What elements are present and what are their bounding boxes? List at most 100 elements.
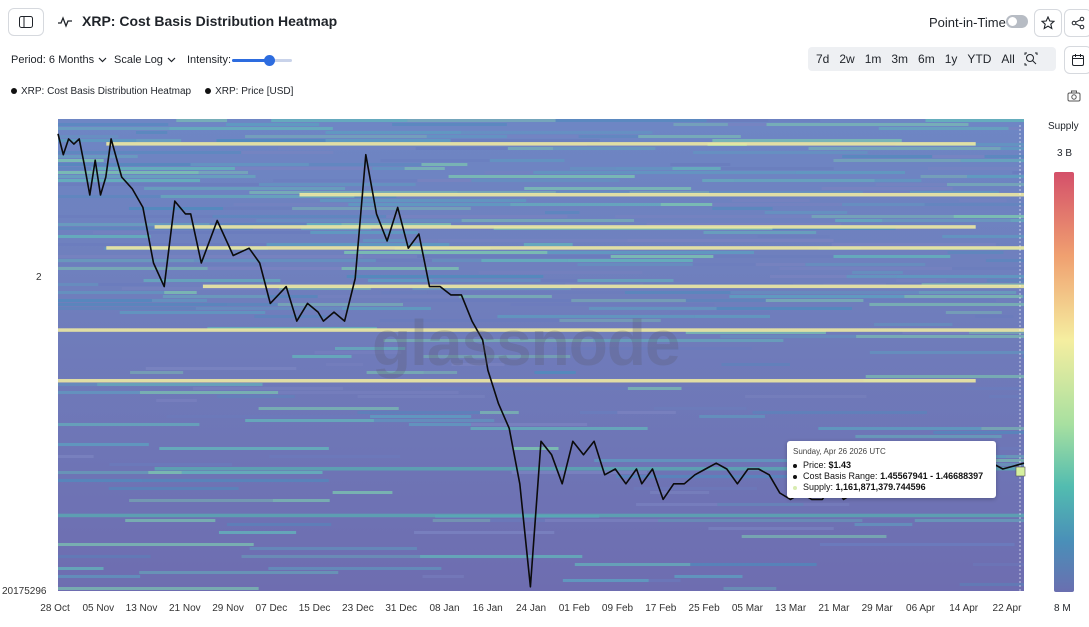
intensity-label: Intensity: (187, 54, 232, 66)
heatmap-cell (412, 287, 571, 290)
scale-select[interactable]: Scale Log (114, 54, 176, 66)
heatmap-cell (577, 263, 693, 266)
heatmap-cell (769, 275, 847, 278)
zoom-reset-icon[interactable] (1024, 52, 1038, 66)
heatmap-cell (233, 203, 349, 206)
tooltip-price-row: Price: $1.43 (793, 460, 851, 470)
heatmap-cell (615, 167, 673, 170)
point-in-time-toggle[interactable] (1006, 15, 1028, 28)
heatmap-cell (325, 131, 462, 134)
heatmap-cell (426, 135, 508, 138)
calendar-button[interactable] (1064, 46, 1089, 74)
heatmap-cell (58, 263, 266, 266)
heatmap-cell (567, 259, 693, 262)
heatmap-cell (58, 267, 208, 270)
heatmap-cell (58, 135, 119, 138)
heatmap-cell (975, 315, 1014, 318)
heatmap-cell (375, 259, 432, 262)
heatmap-cell (578, 135, 639, 138)
range-1m[interactable]: 1m (864, 52, 882, 66)
screenshot-button[interactable] (1062, 84, 1086, 108)
heatmap-cell (226, 303, 278, 306)
range-1y[interactable]: 1y (944, 52, 958, 66)
heatmap-cell (431, 259, 482, 262)
heatmap-cell (166, 415, 371, 418)
heatmap-cell (58, 179, 201, 182)
heatmap-cell (703, 231, 817, 234)
heatmap-cell (269, 455, 401, 458)
heatmap-cell (97, 383, 263, 386)
sidebar-toggle-button[interactable] (8, 8, 44, 36)
heatmap-cell (58, 155, 138, 158)
range-ytd[interactable]: YTD (967, 52, 992, 66)
x-tick-label: 21 Nov (168, 603, 201, 614)
heatmap-cell (981, 427, 1024, 430)
heatmap-cell (730, 291, 919, 294)
share-button[interactable] (1064, 9, 1089, 37)
heatmap-cell (670, 311, 770, 314)
heatmap-cell (58, 235, 151, 238)
heatmap-cell (209, 223, 307, 226)
heatmap-cell (945, 311, 1002, 314)
heatmap-cell (986, 279, 1024, 282)
heatmap-cell (593, 339, 784, 342)
heatmap-cell (420, 555, 583, 558)
x-tick-label: 21 Mar (818, 603, 850, 614)
heatmap-cell (510, 303, 715, 306)
heatmap-cell (58, 151, 242, 154)
range-all[interactable]: All (1001, 52, 1015, 66)
heatmap-cell (818, 427, 982, 430)
heatmap-cell (404, 167, 445, 170)
heatmap-cell (709, 191, 863, 194)
heatmap-cell (421, 163, 468, 166)
intensity-slider-handle[interactable] (264, 55, 275, 66)
range-7d[interactable]: 7d (816, 52, 830, 66)
heatmap-cell (432, 519, 491, 522)
heatmap-cell (805, 263, 926, 266)
heatmap-cell (432, 279, 541, 282)
heatmap-cell (579, 411, 618, 414)
x-tick-label: 13 Nov (125, 603, 158, 614)
heatmap-cell (766, 123, 969, 126)
period-select[interactable]: Period: 6 Months (11, 54, 107, 66)
page-title: XRP: Cost Basis Distribution Heatmap (82, 13, 338, 29)
colorbar-title: Supply (1048, 121, 1079, 132)
heatmap-cell (380, 159, 490, 162)
heatmap-cell (702, 179, 735, 182)
heatmap-cell (145, 367, 297, 370)
heatmap-cell (190, 163, 309, 166)
heatmap-cell (458, 295, 552, 298)
heatmap-cell (819, 543, 1015, 546)
cost-basis-band (299, 192, 1024, 197)
heatmap-cell (924, 203, 1024, 206)
range-2w[interactable]: 2w (839, 52, 855, 66)
heatmap-cell (717, 503, 804, 506)
heatmap-cell (479, 411, 519, 414)
heatmap-cell (823, 283, 886, 286)
heatmap-cell (98, 283, 163, 286)
legend-item-heatmap[interactable]: XRP: Cost Basis Distribution Heatmap (11, 86, 191, 97)
heatmap-cell (91, 167, 235, 170)
heatmap-cell (854, 523, 913, 526)
heatmap-cell (370, 415, 472, 418)
legend-item-price[interactable]: XRP: Price [USD] (205, 86, 293, 97)
heatmap-cell (712, 139, 902, 142)
x-tick-label: 15 Dec (298, 603, 331, 614)
heatmap-cell (764, 211, 848, 214)
heatmap-cell (1008, 127, 1024, 130)
range-3m[interactable]: 3m (891, 52, 909, 66)
heatmap-cell (249, 191, 458, 194)
heatmap-cell (341, 223, 452, 226)
range-6m[interactable]: 6m (918, 52, 935, 66)
scale-label: Scale Log (114, 54, 163, 66)
heatmap-cell (821, 187, 953, 190)
heatmap-cell (341, 307, 431, 310)
x-tick-label: 01 Feb (558, 603, 590, 614)
heatmap-cell (448, 175, 635, 178)
heatmap-cell (58, 127, 170, 130)
heatmap-cell (249, 547, 417, 550)
x-tick-label: 06 Apr (906, 603, 935, 614)
favorite-button[interactable] (1034, 9, 1062, 37)
heatmap-cell (811, 215, 954, 218)
